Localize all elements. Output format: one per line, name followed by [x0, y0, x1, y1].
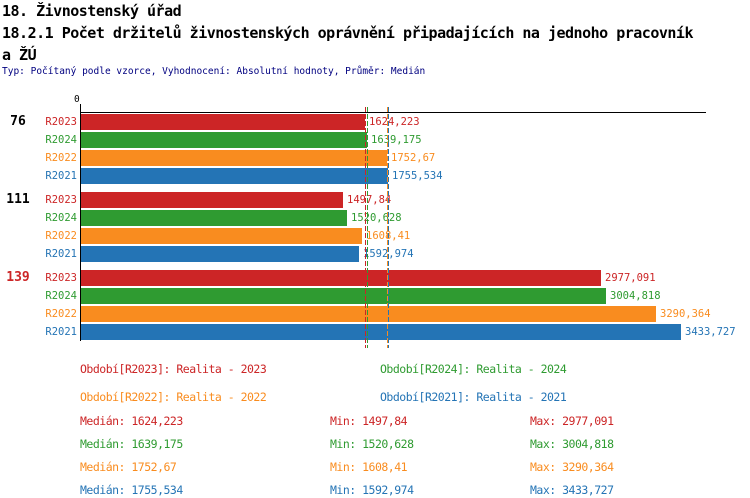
stat-median-r2023: Medián: 1624,223	[80, 414, 183, 428]
bar	[81, 150, 387, 166]
bar-value-label: 3433,727	[685, 326, 736, 338]
axis-origin-label: 0	[74, 94, 80, 105]
bar-value-label: 1520,628	[351, 212, 402, 224]
bar	[81, 306, 656, 322]
bar-value-label: 3004,818	[610, 290, 661, 302]
bar	[81, 246, 359, 262]
median-line-r2022	[387, 107, 388, 348]
axis-origin-tick	[80, 104, 81, 112]
stat-min-r2021: Min: 1592,974	[330, 483, 414, 497]
bar	[81, 228, 362, 244]
bar-value-label: 1497,84	[347, 194, 392, 206]
series-label: R2021	[45, 170, 77, 182]
legend-item-r2024: Období[R2024]: Realita - 2024	[380, 362, 567, 376]
bar-value-label: 1755,534	[392, 170, 443, 182]
bar	[81, 132, 367, 148]
stat-max-r2022: Max: 3290,364	[530, 460, 614, 474]
stat-min-r2024: Min: 1520,628	[330, 437, 414, 451]
group-label: 139	[6, 270, 30, 285]
legend-item-r2022: Období[R2022]: Realita - 2022	[80, 390, 267, 404]
group-label: 111	[6, 192, 30, 207]
group-label: 76	[10, 114, 26, 129]
bar	[81, 270, 601, 286]
x-axis-line	[80, 112, 706, 113]
series-label: R2021	[45, 326, 77, 338]
stat-median-r2024: Medián: 1639,175	[80, 437, 183, 451]
series-label: R2023	[45, 116, 77, 128]
series-label: R2022	[45, 152, 77, 164]
chart-subtitle-wrap: a ŽÚ	[2, 46, 37, 64]
series-label: R2023	[45, 194, 77, 206]
series-label: R2024	[45, 290, 77, 302]
bar-value-label: 1639,175	[371, 134, 422, 146]
median-line-r2023	[365, 107, 366, 348]
median-line-r2024	[367, 107, 368, 348]
bar	[81, 210, 347, 226]
stat-median-r2021: Medián: 1755,534	[80, 483, 183, 497]
legend-item-r2023: Období[R2023]: Realita - 2023	[80, 362, 267, 376]
bar	[81, 324, 681, 340]
series-label: R2023	[45, 272, 77, 284]
series-label: R2024	[45, 134, 77, 146]
bar-value-label: 3290,364	[660, 308, 711, 320]
stat-min-r2023: Min: 1497,84	[330, 414, 408, 428]
median-line-r2021	[388, 107, 389, 348]
bar	[81, 192, 343, 208]
series-label: R2024	[45, 212, 77, 224]
legend-item-r2021: Období[R2021]: Realita - 2021	[380, 390, 567, 404]
y-axis-line	[80, 112, 81, 341]
bar	[81, 114, 365, 130]
bar-value-label: 1752,67	[391, 152, 436, 164]
bar-value-label: 1624,223	[369, 116, 420, 128]
page-title: 18. Živnostenský úřad	[2, 2, 182, 20]
series-label: R2021	[45, 248, 77, 260]
series-label: R2022	[45, 308, 77, 320]
bar-value-label: 2977,091	[605, 272, 656, 284]
chart-subtitle: 18.2.1 Počet držitelů živnostenských opr…	[2, 24, 694, 42]
bar	[81, 168, 388, 184]
bar	[81, 288, 606, 304]
stat-min-r2022: Min: 1608,41	[330, 460, 408, 474]
stat-median-r2022: Medián: 1752,67	[80, 460, 177, 474]
stat-max-r2023: Max: 2977,091	[530, 414, 614, 428]
chart-meta-info: Typ: Počítaný podle vzorce, Vyhodnocení:…	[2, 66, 426, 77]
series-label: R2022	[45, 230, 77, 242]
stat-max-r2021: Max: 3433,727	[530, 483, 614, 497]
stat-max-r2024: Max: 3004,818	[530, 437, 614, 451]
